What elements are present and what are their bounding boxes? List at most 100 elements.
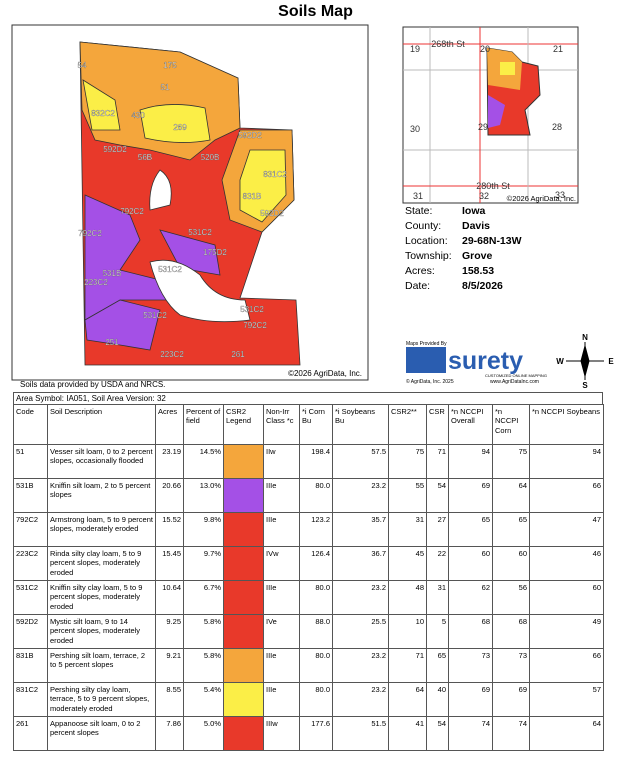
info-row: County: Davis <box>405 219 522 234</box>
table-cell: Pershing silty clay loam, terrace, 5 to … <box>47 682 156 717</box>
locator-map <box>403 27 578 203</box>
legend-swatch <box>224 547 263 580</box>
header-cell: Acres <box>155 404 184 445</box>
table-cell: IIw <box>263 444 300 479</box>
table-cell: 64 <box>492 478 530 513</box>
table-cell: 592D2 <box>13 614 48 649</box>
source-note: Soils data provided by USDA and NRCS. <box>20 380 166 389</box>
soil-label: 832C2 <box>91 109 115 118</box>
table-cell: 10.64 <box>155 580 184 615</box>
table-cell: 831C2 <box>13 682 48 717</box>
table-cell: 831B <box>13 648 48 683</box>
brand-copyright: © AgriData, Inc. 2025 <box>406 378 454 385</box>
table-cell: 31 <box>426 580 449 615</box>
table-cell: 60 <box>529 580 604 615</box>
info-label: Date: <box>405 280 431 292</box>
table-cell: 23.2 <box>332 682 389 717</box>
legend-swatch <box>224 717 263 750</box>
table-cell: 56 <box>492 580 530 615</box>
title: Soils Map <box>278 3 353 20</box>
header-cell: *n NCCPI Corn <box>492 404 530 445</box>
header-cell: *i Corn Bu <box>299 404 333 445</box>
table-cell: 7.86 <box>155 716 184 751</box>
header-cell: *n NCCPI Overall <box>448 404 493 445</box>
table-cell: 80.0 <box>299 682 333 717</box>
table-row: 831C2 Pershing silty clay loam, terrace, … <box>13 682 604 717</box>
table-cell: 69 <box>448 682 493 717</box>
locator-label: 32 <box>479 191 489 201</box>
table-cell: 23.2 <box>332 478 389 513</box>
table-cell: Vesser silt loam, 0 to 2 percent slopes,… <box>47 444 156 479</box>
soil-label: 56B <box>138 153 152 162</box>
table-cell: 23.2 <box>332 580 389 615</box>
compass-letter: N <box>582 333 588 342</box>
table-cell: 80.0 <box>299 648 333 683</box>
table-cell: 71 <box>426 444 449 479</box>
info: State: Iowa County: Davis Location: 29-68N-13… <box>405 204 522 294</box>
brand-provided: Maps Provided By <box>406 341 447 347</box>
info-value: 8/5/2026 <box>462 280 503 292</box>
table-cell: 65 <box>492 512 530 547</box>
table-cell: 198.4 <box>299 444 333 479</box>
header-cell: Soil Description <box>47 404 156 445</box>
legend-cell <box>223 444 264 479</box>
soil-label: 430 <box>131 111 145 120</box>
table-cell: 5.8% <box>183 648 224 683</box>
table-cell: 27 <box>426 512 449 547</box>
legend-swatch <box>224 513 263 546</box>
table-cell: 531C2 <box>13 580 48 615</box>
locator-copyright: ©2026 AgriData, Inc. <box>507 194 576 203</box>
table-cell: 47 <box>529 512 604 547</box>
table-cell: 73 <box>448 648 493 683</box>
table-cell: 40 <box>426 682 449 717</box>
header-cell: Non-Irr Class *c <box>263 404 300 445</box>
table-cell: Rinda silty clay loam, 5 to 9 percent sl… <box>47 546 156 581</box>
table-cell: 14.5% <box>183 444 224 479</box>
table-cell: 54 <box>426 478 449 513</box>
table-cell: 49 <box>529 614 604 649</box>
legend-cell <box>223 546 264 581</box>
table-cell: 57 <box>529 682 604 717</box>
soil-map <box>79 41 301 366</box>
table-cell: Armstrong loam, 5 to 9 percent slopes, m… <box>47 512 156 547</box>
table-cell: 60 <box>492 546 530 581</box>
legend-cell <box>223 682 264 717</box>
locator-label: 30 <box>410 124 420 134</box>
soil-label: 531B <box>103 269 122 278</box>
locator-label: 28 <box>552 122 562 132</box>
soil-label: 531C2 <box>158 265 182 274</box>
table-cell: 9.21 <box>155 648 184 683</box>
locator-label: 20 <box>480 44 490 54</box>
table-cell: 69 <box>448 478 493 513</box>
soil-label: 531C2 <box>143 311 167 320</box>
table-cell: 126.4 <box>299 546 333 581</box>
soil-label: 261 <box>231 350 245 359</box>
info-value: 29-68N-13W <box>462 235 522 247</box>
table-cell: 75 <box>388 444 427 479</box>
table-cell: 64 <box>388 682 427 717</box>
compass-letter: S <box>582 381 588 390</box>
table-cell: 20.66 <box>155 478 184 513</box>
table-cell: 71 <box>388 648 427 683</box>
table-cell: IIIe <box>263 580 300 615</box>
soil-label: 831B <box>243 192 262 201</box>
legend-swatch <box>224 683 263 716</box>
header-cell: CSR2** <box>388 404 427 445</box>
info-row: Acres: 158.53 <box>405 264 522 279</box>
soil-label: 831C2 <box>263 170 287 179</box>
table-cell: 25.5 <box>332 614 389 649</box>
soil-label: 531C2 <box>188 228 212 237</box>
table-cell: 15.52 <box>155 512 184 547</box>
table-cell: 5 <box>426 614 449 649</box>
table-cell: 23.19 <box>155 444 184 479</box>
table-cell: 46 <box>529 546 604 581</box>
locator-label: 19 <box>410 44 420 54</box>
info-label: Township: <box>405 250 452 262</box>
info-label: Location: <box>405 235 448 247</box>
table-cell: 68 <box>448 614 493 649</box>
header-cell: CSR2 Legend <box>223 404 264 445</box>
table-cell: 5.4% <box>183 682 224 717</box>
soil-label: 792C2 <box>120 207 144 216</box>
table-cell: 45 <box>388 546 427 581</box>
